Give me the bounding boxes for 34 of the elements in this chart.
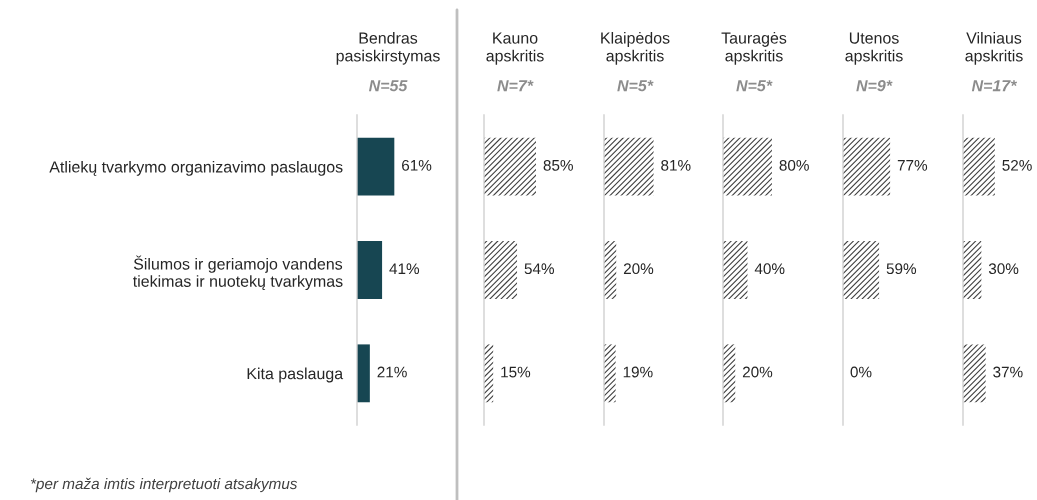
data-label: 21% bbox=[377, 366, 407, 378]
y-tick-label: Atliekų tvarkymo organizavimo paslaugos bbox=[49, 160, 343, 176]
chart-subtitle: N=7* bbox=[497, 80, 534, 92]
data-label: 81% bbox=[661, 159, 691, 171]
chart-subtitle: N=5* bbox=[617, 80, 654, 92]
data-label: 40% bbox=[754, 263, 785, 275]
text: *per maža imtis interpretuoti atsakymus bbox=[30, 477, 298, 493]
data-label: 20% bbox=[742, 366, 773, 378]
chart-title: Tauragės apskritis bbox=[721, 32, 787, 65]
chart-title: Kauno apskritis bbox=[486, 32, 544, 65]
y-tick-label: Šilumos ir geriamojo vandens tiekimas ir nuotekų tvarkymas bbox=[133, 255, 343, 291]
chart-subtitle: N=5* bbox=[736, 80, 773, 92]
chart-title: Bendras pasiskirstymas bbox=[336, 32, 440, 65]
data-label: 85% bbox=[543, 159, 573, 171]
chart-subtitle: N=17* bbox=[971, 80, 1018, 92]
data-label: 41% bbox=[389, 263, 420, 275]
data-label: 80% bbox=[779, 159, 809, 171]
data-label: 59% bbox=[886, 263, 917, 275]
chart-subtitle: N=55 bbox=[368, 80, 408, 92]
y-tick-label: Kita paslauga bbox=[247, 367, 344, 383]
chart-title: Klaipėdos apskritis bbox=[601, 32, 670, 65]
data-label: 77% bbox=[897, 160, 928, 171]
data-label: 15% bbox=[501, 366, 531, 378]
data-label: 20% bbox=[623, 263, 654, 275]
data-label: 30% bbox=[988, 263, 1019, 275]
data-label: 37% bbox=[993, 366, 1023, 378]
data-label: 54% bbox=[524, 263, 555, 275]
data-label: 19% bbox=[623, 366, 653, 378]
data-label: 61% bbox=[402, 159, 432, 171]
chart-title: Utenos apskritis bbox=[845, 32, 903, 65]
chart-title: Vilniaus apskritis bbox=[965, 32, 1023, 65]
chart-subtitle: N=9* bbox=[856, 79, 893, 92]
data-label: 0% bbox=[850, 366, 872, 378]
data-label: 52% bbox=[1002, 159, 1032, 171]
